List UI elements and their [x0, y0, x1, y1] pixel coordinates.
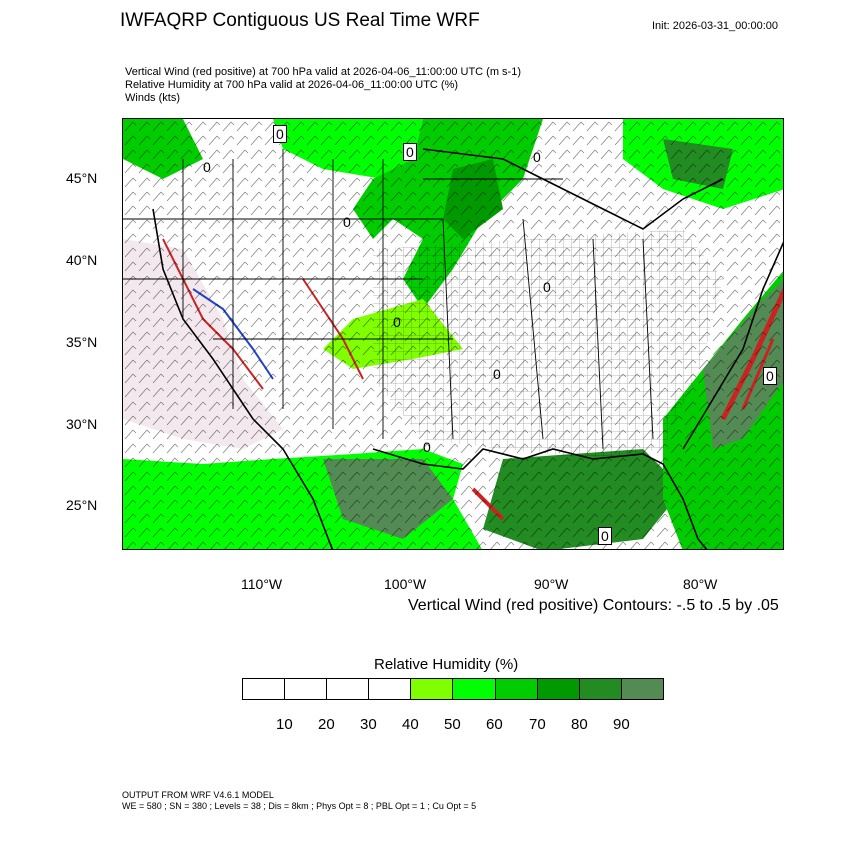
lat-label-45: 45°N [66, 170, 98, 186]
subtitle-winds: Winds (kts) [125, 92, 180, 104]
colorbar [242, 678, 664, 700]
colorbar-box-7 [537, 679, 580, 699]
colorbar-tick: 50 [444, 716, 461, 733]
contour-info: Vertical Wind (red positive) Contours: -… [408, 597, 779, 614]
lon-label-110w: 110°W [241, 576, 283, 592]
lat-label-25: 25°N [66, 497, 98, 513]
colorbar-box-5 [453, 679, 496, 699]
subtitle-relative-humidity: Relative Humidity at 700 hPa valid at 20… [125, 79, 459, 91]
contour-label: 0 [393, 314, 401, 330]
plot-title: IWFAQRP Contiguous US Real Time WRF [120, 10, 480, 31]
lat-label-30: 30°N [66, 416, 98, 432]
colorbar-tick: 80 [571, 716, 588, 733]
colorbar-tick: 10 [276, 716, 293, 733]
contour-label: 0 [343, 214, 351, 230]
footer-config: WE = 580 ; SN = 380 ; Levels = 38 ; Dis … [122, 801, 477, 811]
colorbar-box-1 [285, 679, 328, 699]
lon-label-90w: 90°W [534, 576, 569, 592]
lon-label-100w: 100°W [384, 576, 427, 592]
colorbar-tick: 60 [486, 716, 503, 733]
contour-label: 0 [598, 527, 612, 545]
lon-label-80w: 80°W [683, 576, 718, 592]
colorbar-tick: 30 [360, 716, 377, 733]
map-panel: 0 0 0 0 0 0 0 0 0 0 0 [122, 118, 784, 550]
state-borders [123, 149, 654, 450]
contour-label: 0 [543, 279, 551, 295]
contour-label: 0 [403, 143, 417, 161]
colorbar-tick: 40 [402, 716, 419, 733]
colorbar-box-4 [411, 679, 454, 699]
contour-label: 0 [203, 159, 211, 175]
colorbar-tick: 20 [318, 716, 335, 733]
lat-label-35: 35°N [66, 334, 98, 350]
footer-model: OUTPUT FROM WRF V4.6.1 MODEL [122, 790, 274, 800]
contour-label: 0 [493, 366, 501, 382]
colorbar-box-2 [327, 679, 370, 699]
wind-barbs [123, 119, 783, 549]
subtitle-vertical-wind: Vertical Wind (red positive) at 700 hPa … [125, 66, 521, 78]
colorbar-tick: 90 [613, 716, 630, 733]
coastlines [152, 148, 783, 549]
lat-label-40: 40°N [66, 252, 98, 268]
colorbar-tick: 70 [529, 716, 546, 733]
colorbar-box-3 [369, 679, 412, 699]
colorbar-box-8 [579, 679, 622, 699]
contour-label: 0 [423, 439, 431, 455]
colorbar-title: Relative Humidity (%) [374, 656, 519, 673]
colorbar-box-6 [495, 679, 538, 699]
map-canvas [123, 119, 783, 549]
contour-label: 0 [763, 367, 777, 385]
init-time: Init: 2026-03-31_00:00:00 [652, 20, 778, 32]
colorbar-box-9 [621, 679, 663, 699]
colorbar-box-0 [243, 679, 286, 699]
contour-label: 0 [273, 125, 287, 143]
contour-label: 0 [533, 149, 541, 165]
